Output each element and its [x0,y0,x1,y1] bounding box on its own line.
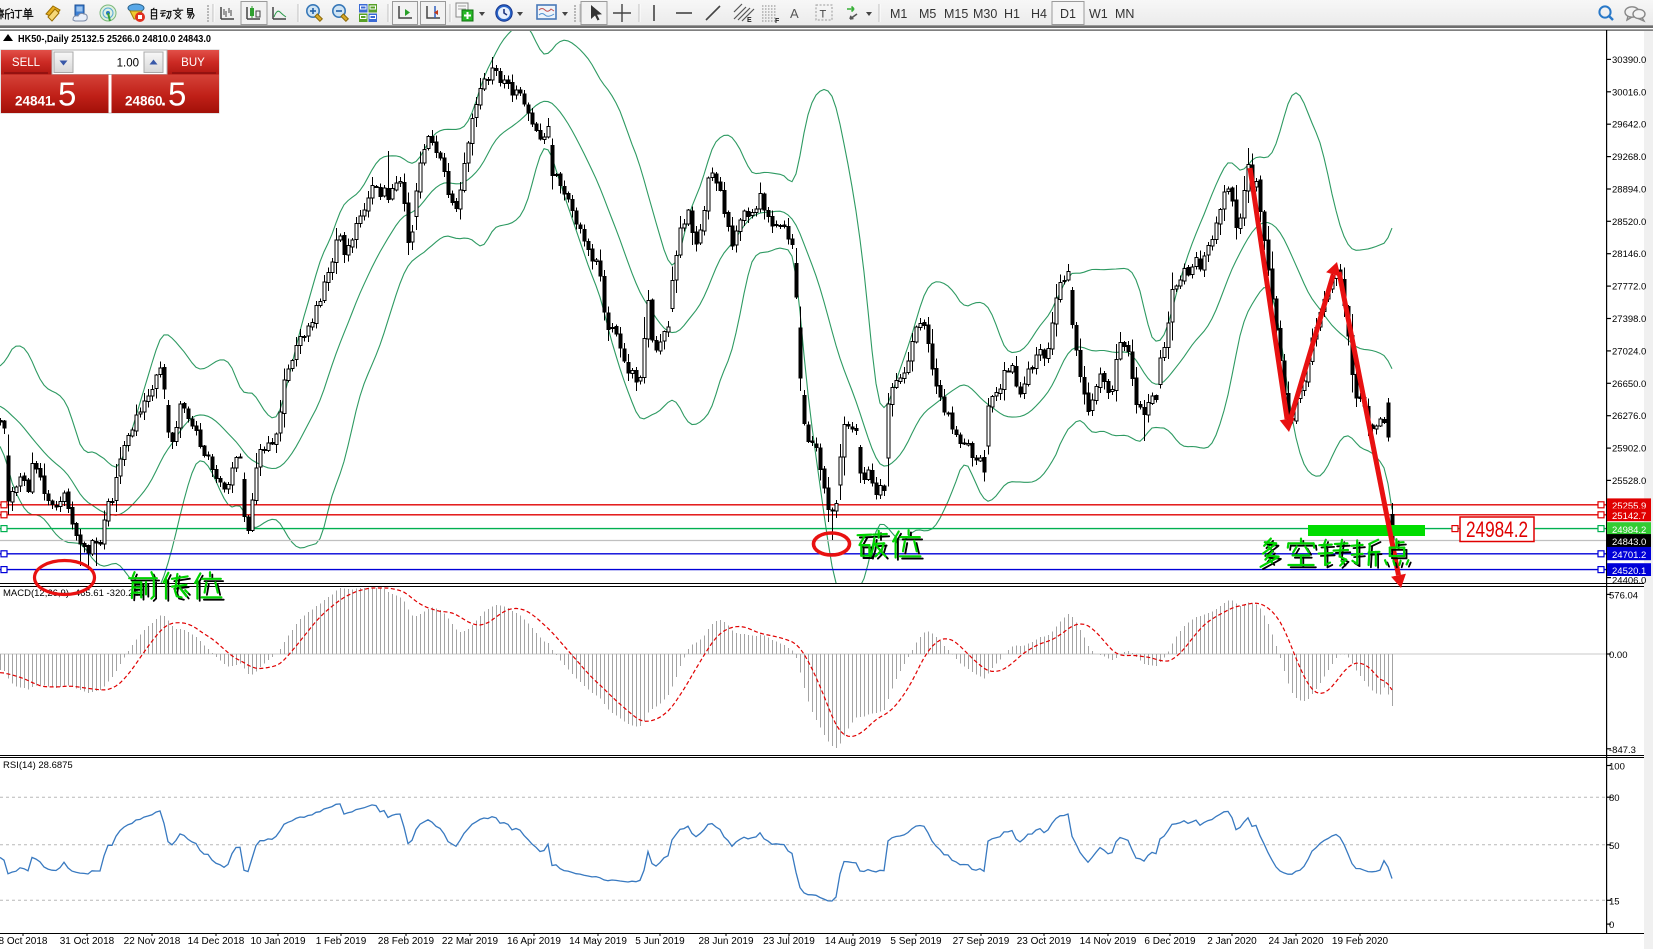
svg-text:29642.0: 29642.0 [1612,120,1646,131]
svg-text:28146.0: 28146.0 [1612,249,1646,260]
svg-text:-847.3: -847.3 [1609,745,1636,756]
svg-text:23 Oct 2019: 23 Oct 2019 [1017,936,1072,947]
svg-text:50: 50 [1609,841,1620,852]
svg-text:16 Apr 2019: 16 Apr 2019 [507,936,561,947]
svg-text:24984.2: 24984.2 [1466,517,1528,542]
svg-text:19 Feb 2020: 19 Feb 2020 [1332,936,1389,947]
svg-text:24843.0: 24843.0 [1612,537,1646,548]
svg-text:28520.0: 28520.0 [1612,217,1646,228]
svg-text:28894.0: 28894.0 [1612,185,1646,196]
svg-text:25142.7: 25142.7 [1612,511,1646,522]
svg-text:5 Sep 2019: 5 Sep 2019 [890,936,942,947]
svg-text:8 Oct 2018: 8 Oct 2018 [0,936,48,947]
svg-text:M30: M30 [973,7,997,21]
svg-text:28 Jun 2019: 28 Jun 2019 [698,936,753,947]
svg-text:30016.0: 30016.0 [1612,87,1646,98]
svg-text:2 Jan 2020: 2 Jan 2020 [1207,936,1257,947]
svg-text:H1: H1 [1004,7,1020,21]
svg-text:22 Mar 2019: 22 Mar 2019 [442,936,499,947]
svg-text:24984.2: 24984.2 [1612,525,1646,536]
svg-text:24860: 24860 [125,94,163,109]
svg-text:80: 80 [1609,793,1620,804]
svg-text:.: . [51,90,56,110]
svg-text:M15: M15 [944,7,968,21]
svg-text:28 Feb 2019: 28 Feb 2019 [378,936,435,947]
svg-text:10 Jan 2019: 10 Jan 2019 [250,936,305,947]
svg-text:14 Aug 2019: 14 Aug 2019 [825,936,882,947]
svg-text:1.00: 1.00 [117,58,139,70]
svg-text:5: 5 [58,76,76,113]
svg-text:M1: M1 [890,7,907,21]
svg-text:HK50-,Daily 25132.5 25266.0 2: HK50-,Daily 25132.5 25266.0 24810.0 2484… [18,33,211,45]
svg-text:F: F [775,18,780,25]
svg-text:SELL: SELL [12,57,41,69]
svg-text:27398.0: 27398.0 [1612,314,1646,325]
svg-text:22 Nov 2018: 22 Nov 2018 [124,936,181,947]
svg-text:BUY: BUY [181,57,205,69]
svg-text:1 Feb 2019: 1 Feb 2019 [316,936,367,947]
svg-text:25528.0: 25528.0 [1612,476,1646,487]
svg-text:27772.0: 27772.0 [1612,282,1646,293]
svg-text:14 May 2019: 14 May 2019 [569,936,627,947]
svg-text:26276.0: 26276.0 [1612,411,1646,422]
svg-text:24406.0: 24406.0 [1612,576,1646,587]
svg-text:26650.0: 26650.0 [1612,379,1646,390]
svg-text:576.04: 576.04 [1609,590,1638,601]
svg-text:25902.0: 25902.0 [1612,444,1646,455]
svg-text:24701.2: 24701.2 [1612,550,1646,561]
svg-text:0.00: 0.00 [1609,650,1628,661]
svg-text:100: 100 [1609,762,1625,773]
svg-text:14 Dec 2018: 14 Dec 2018 [188,936,245,947]
svg-text:RSI(14) 28.6875: RSI(14) 28.6875 [3,760,73,771]
svg-text:25255.9: 25255.9 [1612,501,1646,512]
svg-text:A: A [790,6,799,21]
svg-text:27 Sep 2019: 27 Sep 2019 [953,936,1010,947]
svg-text:MN: MN [1115,7,1134,21]
svg-text:29268.0: 29268.0 [1612,152,1646,163]
svg-text:24841: 24841 [15,94,53,109]
svg-text:W1: W1 [1089,7,1108,21]
svg-text:D1: D1 [1060,7,1076,21]
svg-text:27024.0: 27024.0 [1612,346,1646,357]
svg-text:.: . [161,90,166,110]
svg-text:30390.0: 30390.0 [1612,55,1646,66]
svg-text:M5: M5 [919,7,936,21]
svg-text:0: 0 [1609,920,1614,931]
svg-text:T: T [820,9,827,21]
svg-text:E: E [747,17,752,24]
svg-text:23 Jul 2019: 23 Jul 2019 [763,936,815,947]
svg-text:15: 15 [1609,896,1620,907]
svg-text:14 Nov 2019: 14 Nov 2019 [1080,936,1137,947]
svg-text:6 Dec 2019: 6 Dec 2019 [1144,936,1196,947]
svg-text:5 Jun 2019: 5 Jun 2019 [635,936,685,947]
svg-text:H4: H4 [1031,7,1047,21]
svg-text:24 Jan 2020: 24 Jan 2020 [1268,936,1323,947]
svg-text:24520.1: 24520.1 [1612,566,1646,577]
svg-text:5: 5 [168,76,186,113]
svg-text:31 Oct 2018: 31 Oct 2018 [60,936,115,947]
